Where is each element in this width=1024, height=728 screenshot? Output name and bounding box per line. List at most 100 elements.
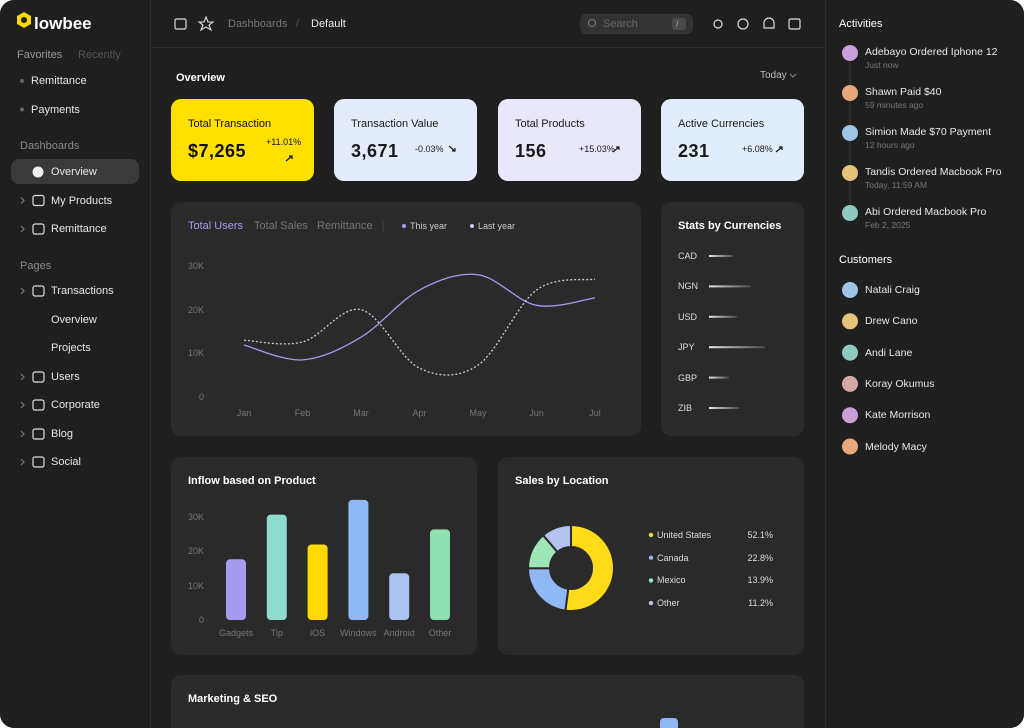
card <box>171 202 641 436</box>
tab[interactable]: Favorites <box>17 49 63 61</box>
trend-icon <box>775 146 783 153</box>
nav-item[interactable]: Overview <box>51 166 97 178</box>
nav-item[interactable]: Overview <box>51 314 97 326</box>
legend-label: Last year <box>478 221 516 231</box>
activity-time: Just now <box>865 60 899 70</box>
nav-icon <box>32 223 45 235</box>
nav-item[interactable]: Projects <box>51 342 91 354</box>
x-tick-label: Feb <box>294 408 311 418</box>
activity-time: 12 hours ago <box>865 140 915 150</box>
customer-name[interactable]: Kate Morrison <box>865 409 931 422</box>
category-label: USD <box>678 311 698 322</box>
legend-label: Canada <box>657 552 689 563</box>
nav-icon <box>32 194 45 207</box>
nav-item[interactable]: Remittance <box>51 223 107 235</box>
legend-label: This year <box>410 221 448 231</box>
chevron <box>20 225 25 233</box>
nav-item[interactable]: My Products <box>51 194 113 207</box>
nav-item[interactable]: Corporate <box>51 399 100 411</box>
category-label: CAD <box>678 251 698 261</box>
chart-tab[interactable]: Total Users <box>188 220 244 232</box>
customer-name[interactable]: Melody Macy <box>865 440 927 453</box>
customer-name[interactable]: Andi Lane <box>865 346 913 359</box>
nav-icon <box>32 166 44 178</box>
legend-label: Other <box>657 598 680 609</box>
toolbar-icon <box>763 17 775 29</box>
nav-icon <box>32 371 45 383</box>
x-tick-label: Jun <box>529 408 544 418</box>
avatar <box>842 313 858 330</box>
shortcut-key <box>672 18 686 30</box>
card-title: Marketing & SEO <box>188 693 278 705</box>
legend-dot <box>648 532 654 538</box>
chart-tab[interactable]: Remittance <box>317 220 373 232</box>
nav-item[interactable]: Remittance <box>31 75 87 87</box>
value-label: 52.1% <box>747 530 773 540</box>
trend-icon <box>285 155 293 162</box>
y-tick-label: 30K <box>187 512 204 522</box>
customer-name[interactable]: Natali Craig <box>865 284 920 296</box>
legend-dot <box>648 600 654 606</box>
bar <box>709 346 765 349</box>
toolbar-icon <box>788 18 801 30</box>
nav-item[interactable]: Payments <box>31 103 80 116</box>
nav-item[interactable]: Users <box>51 371 80 383</box>
x-tick-label: Apr <box>412 408 427 418</box>
category-label: NGN <box>678 281 698 292</box>
bar <box>709 255 733 257</box>
legend-dot <box>402 224 406 228</box>
bar <box>709 285 751 288</box>
customer-name[interactable]: Drew Cano <box>865 315 918 328</box>
y-tick-label: 0 <box>198 615 204 625</box>
chart-tab[interactable]: Total Sales <box>254 220 308 232</box>
activity-time: Feb 2, 2025 <box>865 220 911 230</box>
tab[interactable]: Recently <box>78 49 121 61</box>
nav-icon <box>32 428 45 440</box>
activity-text[interactable]: Adebayo Ordered Iphone 12 <box>865 46 998 58</box>
chevron <box>20 373 25 381</box>
activity-text[interactable]: Simion Made $70 Payment <box>865 126 992 138</box>
nav-item[interactable]: Blog <box>51 428 74 440</box>
y-tick-label: 20K <box>187 546 204 557</box>
nav-item[interactable]: Transactions <box>51 285 114 297</box>
section-title: Pages <box>20 260 52 272</box>
nav-item[interactable]: Social <box>51 456 81 468</box>
avatar <box>842 165 858 181</box>
period-select[interactable]: Today <box>760 70 787 81</box>
bar <box>348 499 369 620</box>
bar <box>430 529 450 620</box>
bar <box>709 315 737 318</box>
activity-text[interactable]: Tandis Ordered Macbook Pro <box>865 166 1002 178</box>
breadcrumb[interactable]: Dashboards <box>228 18 288 30</box>
card-label: Active Currencies <box>678 118 765 130</box>
chevron <box>20 430 25 438</box>
legend-dot <box>648 555 654 560</box>
card-change: +6.08% <box>742 144 773 154</box>
card <box>661 202 804 436</box>
y-tick-label: 30K <box>187 261 204 271</box>
bullet <box>20 79 24 83</box>
x-tick-label: Other <box>428 628 452 638</box>
y-tick-label: 10K <box>187 580 204 591</box>
search-box[interactable] <box>580 14 693 34</box>
activity-text[interactable]: Shawn Paid $40 <box>865 86 942 98</box>
stat-card <box>334 99 477 181</box>
activity-time: 59 minutes ago <box>865 100 924 110</box>
bullet <box>20 107 24 112</box>
donut-segment <box>541 523 572 554</box>
avatar <box>842 438 858 455</box>
activity-text[interactable]: Abi Ordered Macbook Pro <box>865 206 987 218</box>
bar <box>709 376 729 379</box>
x-tick-label: Tip <box>270 628 283 638</box>
x-tick-label: Gadgets <box>218 628 254 638</box>
brand-name: lowbee <box>34 14 92 33</box>
section-title: Overview <box>176 72 225 84</box>
section-title: Customers <box>839 254 893 266</box>
customer-name[interactable]: Koray Okumus <box>865 377 935 390</box>
bar <box>226 559 246 620</box>
bar <box>307 544 328 620</box>
y-tick-label: 0 <box>198 392 204 402</box>
y-tick-label: 10K <box>187 348 204 359</box>
section-title: Dashboards <box>20 140 80 152</box>
